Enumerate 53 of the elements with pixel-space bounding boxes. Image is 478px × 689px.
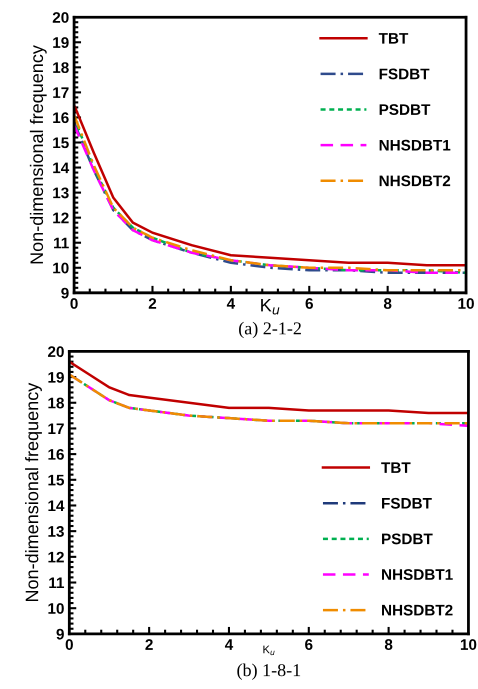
y-tick-label: 9: [61, 288, 69, 299]
legend-label: NHSDBT2: [380, 175, 450, 186]
line-series: [69, 360, 468, 414]
text: (b) 1-8-1: [237, 664, 300, 680]
y-axis-title: Non-dimensional frequency: [30, 45, 47, 264]
x-tick-label: 2: [145, 639, 153, 650]
y-tick-label: 11: [49, 578, 64, 588]
y-tick-label: 17: [48, 423, 64, 434]
y-tick-label: 19: [48, 372, 64, 383]
legend-label: PSDBT: [380, 104, 430, 115]
legend-label: PSDBT: [382, 534, 433, 544]
x-tick-label: 0: [66, 639, 73, 650]
y-tick-label: 18: [48, 398, 64, 408]
legend-label: FSDBT: [382, 498, 432, 509]
y-tick-label: 12: [48, 552, 64, 562]
legend-label: TBT: [378, 33, 408, 44]
x-tick-label: 8: [384, 639, 392, 650]
x-axis-title: K$_{u}$: [261, 298, 280, 315]
x-tick-label: 4: [226, 298, 236, 309]
legend-label: NHSDBT1: [380, 140, 450, 151]
y-tick-label: 13: [53, 187, 69, 198]
y-tick-label: 16: [48, 448, 64, 460]
y-tick-label: 19: [53, 37, 69, 48]
x-tick-label: 0: [70, 298, 78, 309]
x-tick-label: 6: [305, 639, 312, 650]
y-tick-label: 10: [48, 603, 64, 614]
y-tick-label: 14: [48, 500, 64, 512]
x-tick-label: 8: [384, 298, 392, 309]
x-tick-label: 4: [224, 639, 234, 650]
y-tick-label: 12: [53, 212, 69, 224]
y-tick-label: 9: [56, 628, 64, 640]
legend-label: TBT: [381, 462, 411, 473]
y-tick-label: 20: [48, 346, 64, 358]
y-tick-label: 15: [53, 138, 69, 148]
legend-label: FSDBT: [380, 68, 430, 80]
legend-label: NHSDBT2: [382, 604, 453, 616]
y-tick-label: 20: [52, 12, 69, 23]
y-tick-label: 13: [48, 526, 64, 537]
y-tick-label: 15: [48, 474, 64, 486]
x-tick-label: 2: [148, 298, 156, 309]
y-tick-label: 18: [53, 62, 69, 74]
x-tick-label: 6: [306, 298, 313, 309]
y-tick-label: 16: [53, 112, 69, 124]
y-tick-label: 17: [53, 87, 69, 98]
y-axis-title: Non-dimensional frequency: [25, 382, 42, 602]
x-tick-label: 10: [460, 639, 476, 650]
y-tick-label: 14: [53, 162, 70, 174]
legend-label: NHSDBT1: [382, 569, 453, 580]
x-tick-label: 10: [458, 298, 474, 309]
x-axis-title: K$_{u}$: [263, 646, 275, 656]
y-tick-label: 11: [54, 238, 69, 248]
y-tick-label: 10: [53, 262, 69, 274]
text: (a) 2-1-2: [239, 322, 301, 338]
